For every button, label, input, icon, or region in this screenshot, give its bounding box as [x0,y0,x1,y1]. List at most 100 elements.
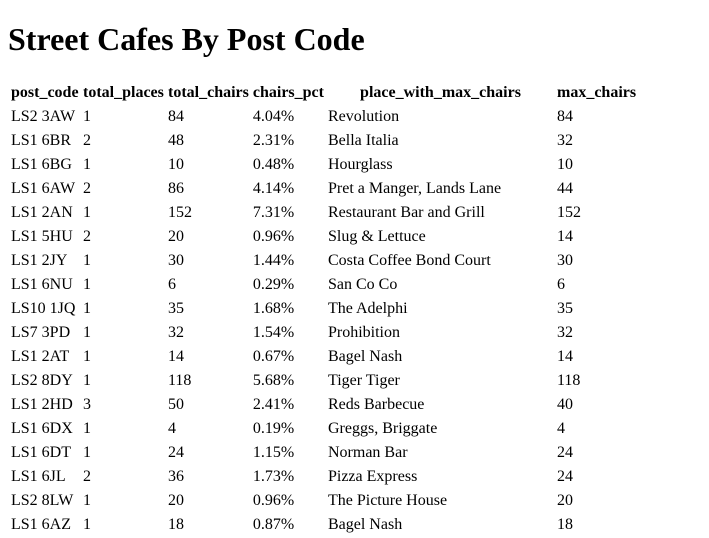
table-row: LS1 6JL 2 36 1.73% Pizza Express 24 [10,466,638,488]
cell-place-with-max-chairs: Bella Italia [327,132,399,149]
cell-total-places: 1 [83,516,91,533]
cell-place-with-max-chairs: Norman Bar [327,444,408,461]
table-row: LS7 3PD 1 32 1.54% Prohibition 32 [10,322,638,344]
street-cafes-table: post_code total_places total_chairs chai… [8,80,640,538]
cell-total-chairs: 48 [168,132,184,149]
cell-chairs-pct: 0.19% [252,420,295,437]
cell-total-places: 1 [83,348,91,365]
cell-chairs-pct: 1.54% [252,324,295,341]
cell-post-code: LS1 6NU [11,276,73,293]
cell-max-chairs: 118 [556,372,581,389]
cell-total-chairs: 30 [168,252,184,269]
cell-place-with-max-chairs: Costa Coffee Bond Court [327,252,491,269]
cell-total-chairs: 20 [168,228,184,245]
column-header-total-places: total_places [83,84,164,101]
cell-total-places: 3 [83,396,91,413]
cell-chairs-pct: 0.96% [252,228,295,245]
cell-total-places: 1 [83,420,91,437]
table-row: LS1 6DX 1 4 0.19% Greggs, Briggate 4 [10,418,638,440]
cell-post-code: LS1 6JL [11,468,66,485]
cell-chairs-pct: 1.15% [252,444,295,461]
cell-place-with-max-chairs: The Picture House [327,492,448,509]
table-row: LS1 2AN 1 152 7.31% Restaurant Bar and Grill… [10,202,638,224]
cell-post-code: LS1 6AW [11,180,76,197]
cell-post-code: LS1 2JY [11,252,68,269]
cell-chairs-pct: 0.87% [252,516,295,533]
cell-max-chairs: 35 [556,300,573,317]
column-header-chairs-pct: chairs_pct [252,84,324,101]
cell-place-with-max-chairs: Tiger Tiger [327,372,400,389]
cell-total-chairs: 86 [168,180,184,197]
table-row: LS2 3AW 1 84 4.04% Revolution 84 [10,106,638,128]
cell-total-places: 1 [83,252,91,269]
cell-max-chairs: 18 [556,516,573,533]
cell-max-chairs: 24 [556,444,573,461]
cell-total-chairs: 36 [168,468,184,485]
cell-max-chairs: 6 [556,276,565,293]
cell-max-chairs: 24 [556,468,573,485]
cell-max-chairs: 44 [556,180,573,197]
table-row: LS10 1JQ 1 35 1.68% The Adelphi 35 [10,298,638,320]
cell-chairs-pct: 4.04% [252,108,295,125]
table-row: LS1 5HU 2 20 0.96% Slug & Lettuce 14 [10,226,638,248]
cell-post-code: LS1 6AZ [11,516,71,533]
cell-chairs-pct: 7.31% [252,204,295,221]
cell-place-with-max-chairs: Restaurant Bar and Grill [327,204,485,221]
column-header-post-code: post_code [11,84,79,101]
table-header-row: post_code total_places total_chairs chai… [10,82,638,104]
cell-max-chairs: 32 [556,132,573,149]
cell-place-with-max-chairs: Hourglass [327,156,393,173]
cell-post-code: LS1 6BG [11,156,72,173]
cell-post-code: LS1 2AT [11,348,70,365]
cell-total-chairs: 50 [168,396,184,413]
table-row: LS1 6NU 1 6 0.29% San Co Co 6 [10,274,638,296]
table-row: LS2 8LW 1 20 0.96% The Picture House 20 [10,490,638,512]
cell-total-chairs: 4 [168,420,176,437]
cell-max-chairs: 30 [556,252,573,269]
cell-post-code: LS7 3PD [11,324,71,341]
cell-total-places: 1 [83,276,91,293]
cell-max-chairs: 10 [556,156,573,173]
cell-post-code: LS1 2HD [11,396,73,413]
table-body: LS2 3AW 1 84 4.04% Revolution 84 LS1 6BR 2 48 2.3… [10,106,638,536]
table-row: LS2 8DY 1 118 5.68% Tiger Tiger 118 [10,370,638,392]
cell-total-places: 2 [83,132,91,149]
cell-place-with-max-chairs: San Co Co [327,276,398,293]
page-title: Street Cafes By Post Code [8,21,365,57]
cell-total-chairs: 118 [168,372,192,389]
cell-chairs-pct: 1.73% [252,468,295,485]
cell-place-with-max-chairs: Prohibition [327,324,400,341]
cell-post-code: LS1 6DX [11,420,73,437]
cell-total-places: 1 [83,492,91,509]
cell-chairs-pct: 2.41% [252,396,295,413]
cell-chairs-pct: 0.67% [252,348,295,365]
cell-total-places: 1 [83,444,91,461]
cell-total-places: 1 [83,372,91,389]
cell-chairs-pct: 1.44% [252,252,295,269]
cell-post-code: LS1 6DT [11,444,71,461]
cell-total-chairs: 152 [168,204,192,221]
cell-total-places: 2 [83,468,91,485]
cell-place-with-max-chairs: Slug & Lettuce [327,228,426,245]
cell-max-chairs: 20 [556,492,573,509]
cell-chairs-pct: 2.31% [252,132,295,149]
cell-max-chairs: 4 [556,420,565,437]
cell-place-with-max-chairs: Revolution [327,108,400,125]
cell-total-chairs: 14 [168,348,184,365]
cell-total-chairs: 20 [168,492,184,509]
cell-total-places: 2 [83,180,91,197]
cell-total-chairs: 32 [168,324,184,341]
table-row: LS1 6BG 1 10 0.48% Hourglass 10 [10,154,638,176]
cell-post-code: LS2 3AW [11,108,76,125]
table-row: LS1 2JY 1 30 1.44% Costa Coffee Bond Court 30 [10,250,638,272]
column-header-place-with-max-chairs: place_with_max_chairs [360,84,521,101]
cell-post-code: LS2 8LW [11,492,74,509]
cell-place-with-max-chairs: Pizza Express [327,468,418,485]
cell-max-chairs: 40 [556,396,573,413]
cell-max-chairs: 152 [556,204,581,221]
table-row: LS1 6AZ 1 18 0.87% Bagel Nash 18 [10,514,638,536]
cell-chairs-pct: 4.14% [252,180,295,197]
table-row: LS1 2AT 1 14 0.67% Bagel Nash 14 [10,346,638,368]
cell-total-chairs: 24 [168,444,184,461]
cell-post-code: LS1 6BR [11,132,72,149]
